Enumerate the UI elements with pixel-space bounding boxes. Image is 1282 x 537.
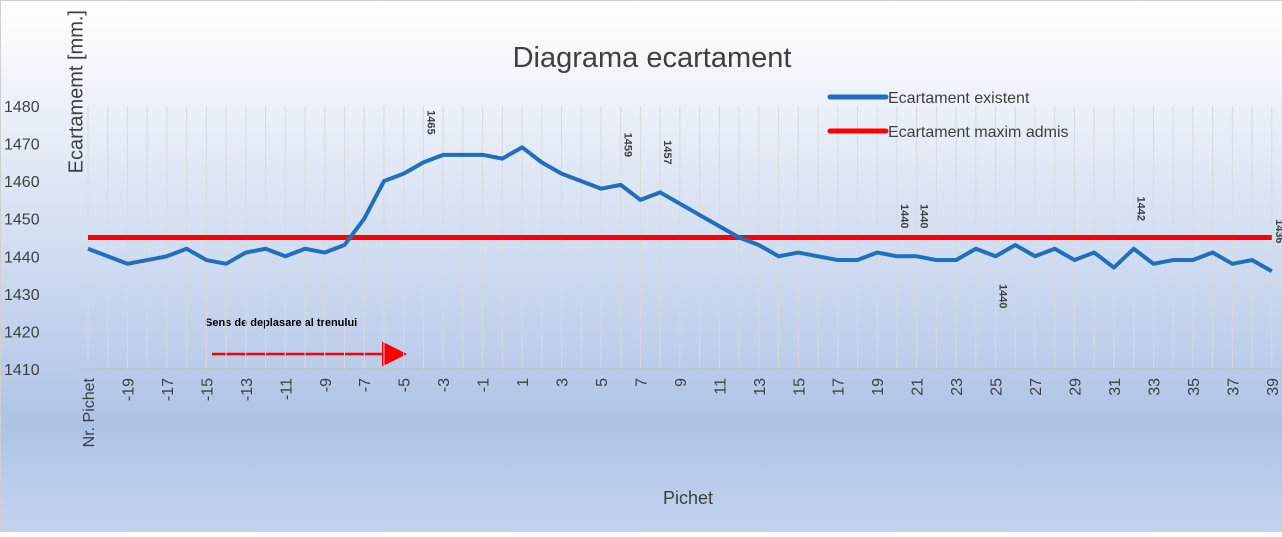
x-tick-label: -15 <box>199 378 216 401</box>
x-tick-label: 5 <box>594 378 611 387</box>
x-tick-label: -5 <box>397 378 414 392</box>
y-tick-label: 1440 <box>4 249 40 266</box>
data-label: 1440 <box>898 204 910 228</box>
x-tick-label: 1 <box>515 378 532 387</box>
x-tick-label: 19 <box>870 378 887 396</box>
x-tick-label: Nr. Pichet <box>81 377 98 447</box>
x-tick-label: 27 <box>1028 378 1045 396</box>
x-tick-label: 17 <box>831 378 848 396</box>
data-label: 1440 <box>918 204 930 228</box>
data-label: 1442 <box>1135 197 1147 221</box>
data-label: 1459 <box>622 133 634 157</box>
chart-title: Diagrama ecartament <box>513 42 792 74</box>
x-tick-label: -11 <box>278 378 295 400</box>
legend-label: Ecartament maxim admis <box>888 124 1069 141</box>
x-tick-label: 35 <box>1186 378 1203 396</box>
y-axis-title: Ecartamemt [mm.] <box>65 10 87 173</box>
x-tick-label: -3 <box>436 378 453 392</box>
x-tick-label: 39 <box>1265 378 1282 396</box>
x-tick-label: 31 <box>1107 378 1124 396</box>
y-tick-label: 1430 <box>4 287 40 304</box>
x-tick-label: 21 <box>910 378 927 396</box>
x-tick-label: 13 <box>752 378 769 396</box>
y-tick-label: 1460 <box>4 174 40 191</box>
y-tick-label: 1420 <box>4 324 40 341</box>
y-tick-label: 1450 <box>4 212 40 229</box>
x-tick-label: -7 <box>357 378 374 392</box>
x-tick-label: -1 <box>476 378 493 392</box>
x-tick-label: -17 <box>160 378 177 401</box>
x-tick-label: 9 <box>673 378 690 387</box>
data-label: 1457 <box>661 140 673 164</box>
data-label: 1465 <box>424 110 436 134</box>
x-tick-label: 23 <box>949 378 966 396</box>
data-label: 1436 <box>1273 219 1282 243</box>
x-tick-label: 33 <box>1146 378 1163 396</box>
legend-label: Ecartament existent <box>888 90 1030 107</box>
x-tick-label: 37 <box>1225 378 1242 396</box>
x-tick-label: 25 <box>989 378 1006 396</box>
x-tick-label: -19 <box>120 378 137 401</box>
annotation: Sens de deplasare al trenului <box>205 317 357 329</box>
y-tick-label: 1480 <box>4 99 40 116</box>
x-tick-label: -9 <box>318 378 335 392</box>
x-tick-label: -13 <box>239 378 256 401</box>
x-tick-label: 3 <box>555 378 572 387</box>
x-tick-label: 15 <box>791 378 808 396</box>
x-tick-label: 29 <box>1068 378 1085 396</box>
data-label: 1440 <box>997 284 1009 308</box>
x-axis-title: Pichet <box>663 488 713 508</box>
y-tick-label: 1470 <box>4 137 40 154</box>
x-tick-label: 11 <box>712 378 729 395</box>
x-tick-label: 7 <box>633 378 650 387</box>
y-tick-label: 1410 <box>4 362 40 379</box>
